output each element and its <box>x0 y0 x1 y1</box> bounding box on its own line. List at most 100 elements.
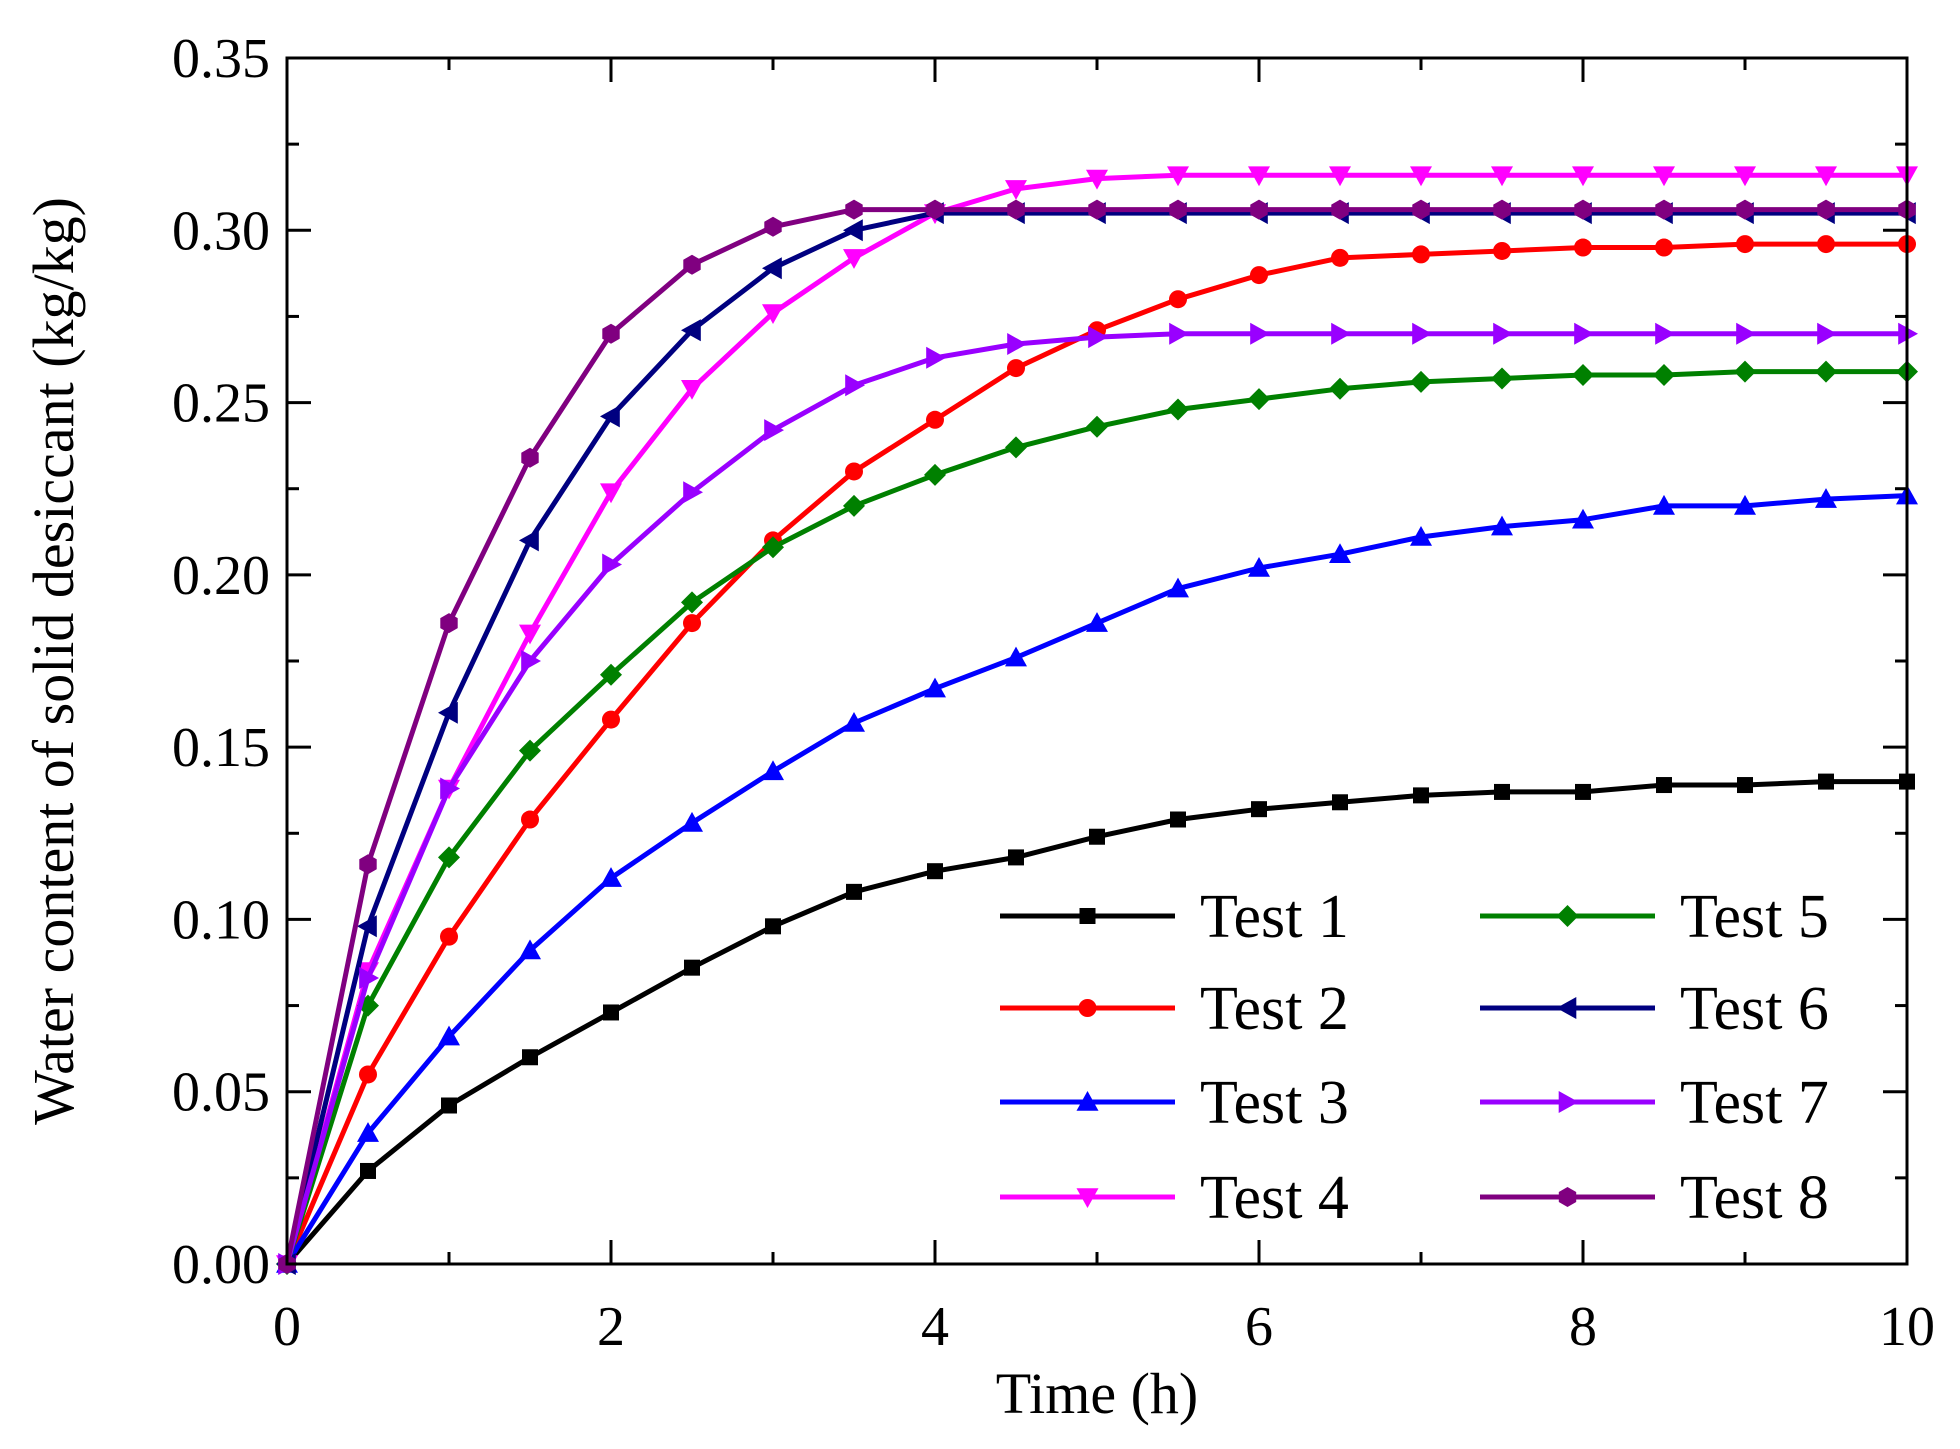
y-tick-label: 0.20 <box>172 545 270 607</box>
data-point <box>1493 241 1511 260</box>
legend-marker <box>1076 1188 1099 1208</box>
data-point <box>519 529 539 552</box>
legend-item: Test 2 <box>1000 975 1349 1043</box>
data-point <box>521 447 539 468</box>
data-point <box>1412 245 1430 264</box>
data-point <box>1653 494 1675 515</box>
data-point <box>1574 238 1592 257</box>
legend-item: Test 3 <box>1000 1069 1349 1137</box>
data-point <box>1574 199 1592 220</box>
data-point <box>600 663 622 686</box>
data-point <box>1734 166 1756 187</box>
data-point <box>1248 388 1270 411</box>
data-point <box>519 624 541 645</box>
data-point <box>1170 811 1186 828</box>
data-point <box>926 199 944 220</box>
legend-label: Test 5 <box>1680 883 1829 951</box>
data-point <box>764 216 782 237</box>
y-tick-label: 0.05 <box>172 1062 270 1124</box>
data-point <box>1251 801 1267 818</box>
data-point <box>1818 773 1834 790</box>
data-point <box>1329 166 1351 187</box>
data-point <box>764 419 784 442</box>
data-point <box>603 1004 619 1021</box>
x-tick-label: 10 <box>1879 1296 1935 1358</box>
data-point <box>1575 783 1591 800</box>
legend-item: Test 6 <box>1480 975 1829 1043</box>
data-point <box>1491 515 1513 536</box>
data-point <box>1574 322 1594 345</box>
data-point <box>762 304 784 324</box>
data-point <box>1493 199 1511 220</box>
data-point <box>681 319 701 342</box>
data-point <box>1248 557 1270 577</box>
data-point <box>600 405 620 428</box>
data-point <box>843 712 865 732</box>
data-point <box>1167 577 1189 598</box>
legend-marker <box>1076 1091 1099 1111</box>
data-point <box>1329 377 1351 400</box>
data-point <box>1491 166 1513 187</box>
data-point <box>357 915 377 938</box>
data-point <box>359 967 379 989</box>
data-point <box>1572 508 1594 529</box>
legend-label: Test 2 <box>1200 975 1349 1043</box>
data-point <box>522 1049 538 1066</box>
legend-marker <box>1079 908 1096 924</box>
data-point <box>683 254 701 275</box>
data-point <box>1817 235 1835 254</box>
series-2 <box>278 235 1916 1273</box>
data-point <box>1572 166 1594 187</box>
data-point <box>843 494 865 517</box>
data-point <box>1250 266 1268 285</box>
data-point <box>600 483 622 504</box>
data-point <box>357 1122 379 1142</box>
data-point <box>1007 359 1025 378</box>
data-point <box>438 846 460 869</box>
data-point <box>359 854 377 875</box>
legend-label: Test 7 <box>1680 1069 1829 1137</box>
data-point <box>681 591 703 614</box>
data-point <box>1410 526 1432 546</box>
data-point <box>1329 543 1351 563</box>
legend-label: Test 4 <box>1200 1164 1349 1232</box>
legend-item: Test 7 <box>1480 1069 1829 1137</box>
data-point <box>681 380 703 400</box>
data-point <box>1653 364 1675 386</box>
data-point <box>1734 360 1756 383</box>
data-point <box>1410 370 1432 393</box>
y-tick-label: 0.35 <box>172 28 270 90</box>
data-point <box>1088 326 1108 349</box>
legend: Test 1 Test 2 Test 3 Test 4 Test 5 Test 6 Test… <box>1000 883 1829 1232</box>
data-point <box>1412 199 1430 220</box>
legend-marker <box>1558 1091 1579 1113</box>
data-point <box>1737 777 1753 794</box>
data-point <box>521 650 541 672</box>
data-point <box>440 927 458 946</box>
series-8 <box>278 199 1916 1274</box>
x-tick-label: 4 <box>921 1296 949 1358</box>
data-point <box>1815 166 1837 187</box>
data-point <box>440 777 460 800</box>
data-point <box>843 249 865 269</box>
data-point <box>1655 199 1673 220</box>
data-point <box>438 1025 460 1046</box>
x-tick-label: 6 <box>1245 1296 1273 1358</box>
y-tick-label: 0.15 <box>172 717 270 779</box>
y-tick-label: 0.30 <box>172 200 270 262</box>
data-point <box>1248 166 1270 187</box>
data-point <box>762 257 782 280</box>
x-tick-label: 2 <box>597 1296 625 1358</box>
data-point <box>926 346 946 369</box>
data-point <box>1250 199 1268 220</box>
data-point <box>1491 367 1513 390</box>
data-point <box>441 1097 457 1114</box>
data-point <box>1086 415 1108 438</box>
series-layer <box>276 166 1918 1275</box>
legend-marker <box>1078 999 1097 1017</box>
data-point <box>1008 849 1024 866</box>
data-point <box>927 863 943 880</box>
data-point <box>846 883 862 900</box>
data-point <box>1169 322 1189 345</box>
